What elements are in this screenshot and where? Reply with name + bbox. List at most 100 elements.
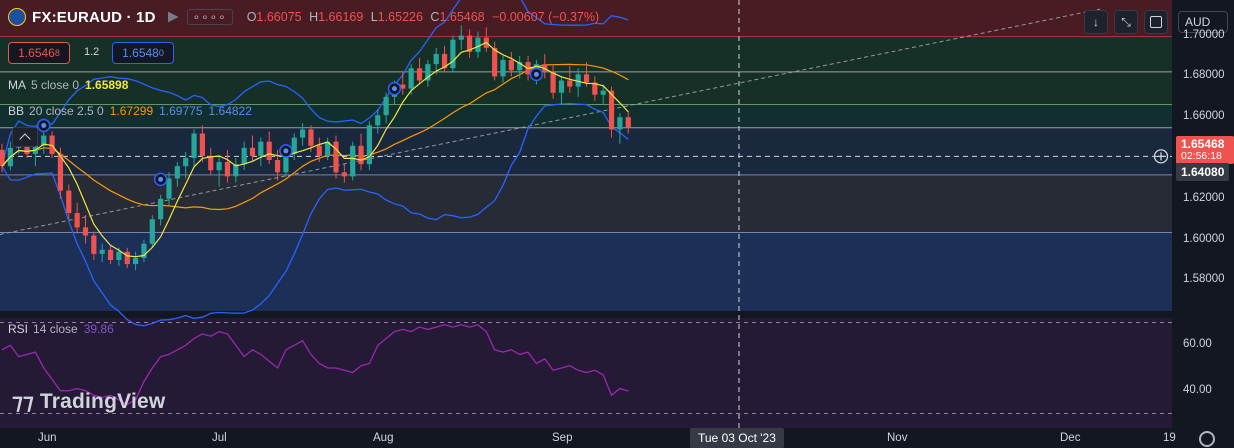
price-tick: 1.70000 [1183,28,1225,41]
pane-separator [0,311,1172,318]
time-tick: Jul [212,432,227,444]
symbol-legend: FX:EURAUD · 1D ∘∘∘∘ O1.66075 H1.66169 L1… [8,8,599,26]
candle-body [107,249,114,260]
candle-body [149,219,155,244]
arrow-down-icon: ↓ [1093,15,1099,29]
candle-body [567,80,573,87]
candle-body [316,145,322,156]
collapse-button[interactable]: ⤡ [1114,10,1138,34]
rsi-line [1,324,629,406]
time-tick: Aug [373,432,394,444]
candle-body [99,249,105,254]
candle-body [517,62,523,71]
rsi-background [0,318,1172,448]
candle-body [366,125,372,165]
candle-body [74,213,80,228]
crosshair-date-label: Tue 03 Oct '23 [690,428,784,448]
candle-body [266,141,272,161]
candle-body [66,190,72,214]
candle-body [258,141,264,156]
candle-body [441,53,448,69]
mid-zone [0,104,1172,128]
candle-body [625,117,631,128]
price-tick: 1.68000 [1183,69,1225,82]
flag-icon[interactable] [167,11,179,23]
time-tick: Nov [887,432,908,444]
candle-body [558,80,565,93]
resistance-zone [0,0,1172,37]
time-axis-background [0,428,1172,448]
price-tick: 1.66000 [1183,110,1225,123]
candle-body [600,90,606,95]
candle-body [583,74,590,83]
candle-body [375,115,381,126]
rsi-tick: 40.00 [1183,383,1212,396]
fullscreen-button[interactable] [1144,10,1168,34]
symbol-title[interactable]: FX:EURAUD · 1D [32,8,156,26]
tradingview-watermark[interactable]: ⁊⁊ TradingView [12,389,166,414]
price-tick: 1.60000 [1183,232,1225,245]
candle-body [458,35,464,40]
candle-body [433,53,439,65]
ma-legend[interactable]: MA 5 close 0 1.65898 [8,78,129,92]
candle-body [450,39,456,69]
shrink-icon: ⤡ [1121,14,1131,29]
candle-body [0,149,5,167]
deep-zone [0,174,1172,233]
buy-price-box[interactable]: 1.6548 0 [112,42,174,64]
currency-button[interactable]: AUD [1178,11,1228,33]
candle-body [116,251,122,260]
candle-body [166,178,172,199]
bottom-zone [0,232,1172,311]
rsi-tick: 60.00 [1183,338,1212,351]
sell-price-box[interactable]: 1.6546 8 [8,42,70,64]
time-tick: Sep [552,432,573,444]
candle-body [333,141,339,173]
price-tick: 1.58000 [1183,273,1225,286]
candle-body [41,135,47,146]
candle-body [341,172,347,177]
bb-legend[interactable]: BB 20 close 2.5 0 1.67299 1.69775 1.6482… [8,104,252,118]
candle-body [492,47,498,77]
crosshair-price-label: 1.64080 [1176,163,1230,181]
candle-body [608,90,615,130]
candle-body [133,257,139,265]
event-marker-dot [158,176,164,182]
more-icon[interactable]: ∘∘∘∘ [186,9,233,25]
price-tick: 1.62000 [1183,191,1225,204]
candle-body [274,160,281,173]
rsi-legend[interactable]: RSI 14 close 39.86 [8,322,114,336]
event-marker-dot [533,71,539,77]
event-marker-dot [283,148,289,154]
candle-body [300,129,306,138]
event-marker-dot [391,86,397,92]
candle-body [183,158,189,167]
collapse-legend-button[interactable] [12,127,38,147]
candle-body [57,153,64,191]
candle-body [325,141,331,156]
candle-body [224,162,231,177]
candle-body [617,117,623,130]
candle-body [308,129,314,146]
scroll-down-button[interactable]: ↓ [1084,10,1108,34]
candle-body [141,243,147,258]
crosshair-add-icon [1153,149,1169,164]
ohlc-values: O1.66075 H1.66169 L1.65226 C1.65468 −0.0… [246,10,600,24]
candle-body [233,164,239,177]
candle-body [350,145,356,177]
fullscreen-icon [1150,16,1162,28]
current-price-label: 1.65468 02:56:18 [1176,136,1234,164]
candle-body [475,37,481,52]
candle-body [191,133,197,158]
candle-body [49,135,55,154]
time-tick: Jun [38,432,57,444]
candle-body [124,251,130,265]
time-tick: Dec [1060,432,1081,444]
settings-gear-icon[interactable] [1199,431,1215,447]
symbol-flag-icon[interactable] [8,8,26,26]
event-marker-dot [41,122,47,128]
bb-basis-line [1,63,629,211]
time-tick: 19 [1163,432,1176,444]
candle-body [550,72,556,93]
